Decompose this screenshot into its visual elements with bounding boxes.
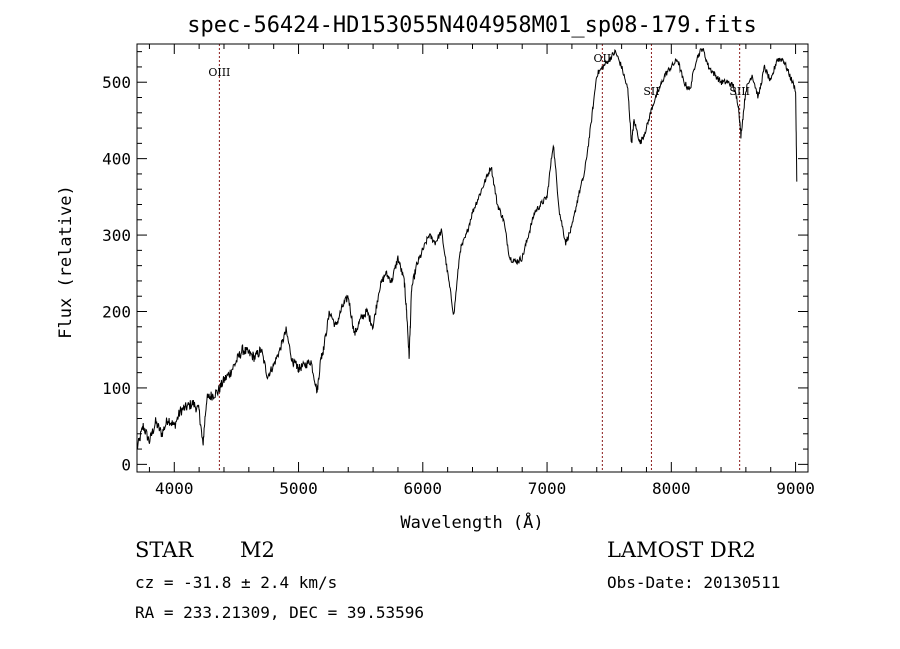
plot-frame (136, 43, 809, 473)
x-tick-label: 6000 (404, 479, 443, 498)
y-axis-label: Flux (relative) (56, 185, 76, 339)
spectrum-line (136, 48, 798, 450)
spectral-line-label: OIII (208, 66, 230, 79)
object-class: STAR (135, 538, 194, 562)
x-tick-label: 5000 (279, 479, 318, 498)
x-axis-label: Wavelength (Å) (400, 511, 543, 533)
obs-date-text: Obs-Date: 20130511 (607, 573, 781, 592)
redshift-text: cz = -31.8 ± 2.4 km/s (135, 573, 338, 592)
y-tick-label: 100 (102, 379, 131, 398)
y-tick-label: 500 (102, 73, 131, 92)
y-tick-label: 400 (102, 150, 131, 169)
y-tick-label: 300 (102, 226, 131, 245)
spectrum-chart: spec-56424-HD153055N404958M01_sp08-179.f… (56, 13, 815, 533)
survey-label: LAMOST DR2 (607, 538, 756, 562)
coordinates-text: RA = 233.21309, DEC = 39.53596 (135, 603, 424, 622)
x-tick-label: 4000 (155, 479, 194, 498)
x-tick-label: 7000 (528, 479, 567, 498)
object-subclass: M2 (240, 538, 275, 562)
x-tick-label: 8000 (652, 479, 691, 498)
y-tick-label: 200 (102, 303, 131, 322)
spectral-line-label: SIII (729, 85, 750, 98)
x-tick-label: 9000 (776, 479, 815, 498)
y-tick-label: 0 (121, 455, 131, 474)
chart-title: spec-56424-HD153055N404958M01_sp08-179.f… (187, 13, 757, 38)
